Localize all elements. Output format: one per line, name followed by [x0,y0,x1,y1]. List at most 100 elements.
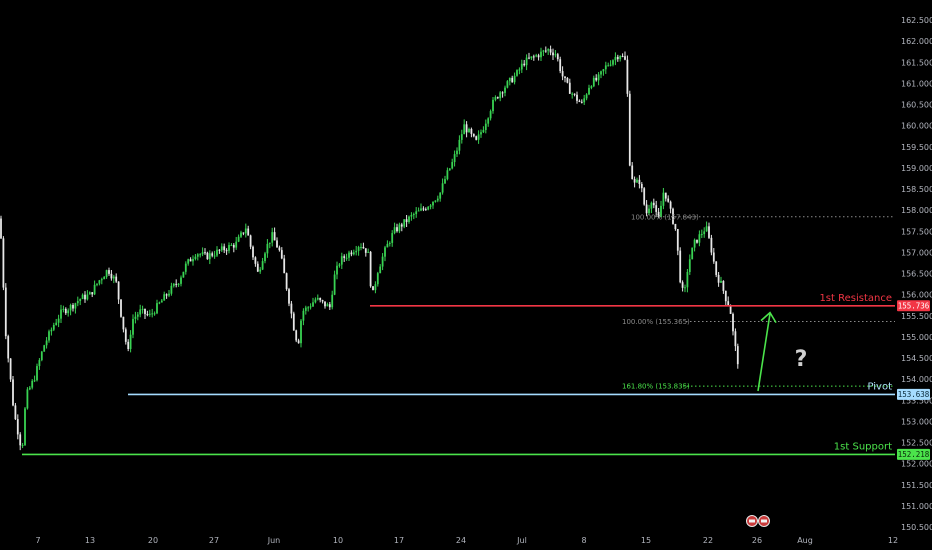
projection-arrow-shaft [757,313,771,392]
x-tick-label: 27 [209,536,219,545]
candle-body [400,224,403,227]
candle-body [554,54,557,56]
candle-body [403,219,406,227]
candle-body [72,304,74,309]
candle-body [492,99,494,112]
candle-body [374,284,377,291]
candle-body [117,281,120,300]
candle-body [228,245,230,251]
candle-body [578,100,581,102]
candle-body [122,316,125,330]
candle-body [650,202,653,209]
candle-body [688,259,691,273]
candle-body [453,154,456,163]
candle-body [79,299,82,302]
candle-body [153,313,156,315]
candle-body [652,202,655,206]
candle-body [187,259,190,264]
candle-body [302,310,305,321]
candle-body [612,60,614,65]
candle-body [480,132,482,135]
candle-body [156,303,158,314]
candle-body [660,205,662,218]
candle-body [600,71,602,75]
candle-body [254,257,257,264]
candle-body [415,211,418,215]
level-label: 1st Support [834,441,892,452]
candle-body [664,192,667,199]
candle-body [451,162,454,169]
candle-body [194,256,197,260]
candle-body [0,218,2,239]
y-tick-label: 152.000 [901,460,932,469]
candle-body [28,387,31,390]
candle-body [271,232,274,243]
candle-body [624,56,626,60]
candle-body [391,233,394,243]
candle-body [165,294,168,296]
x-tick-label: Aug [797,536,813,545]
candle-body [136,314,139,317]
candle-body [52,324,55,330]
candle-body [307,307,310,309]
candle-body [120,299,122,317]
candle-body [158,302,161,304]
x-tick-label: 17 [394,536,404,545]
candle-body [115,276,118,282]
candle-body [249,235,252,247]
candle-body [288,289,290,304]
candle-body [199,254,202,256]
candle-body [64,308,67,314]
candle-body [304,307,307,311]
candle-body [729,305,732,314]
candle-body [139,309,142,315]
candle-body [686,272,689,288]
candle-body [396,227,398,232]
candle-body [283,258,286,274]
candle-body [532,56,535,58]
candle-body [458,139,461,151]
candle-body [732,313,734,332]
candle-body [456,150,458,155]
candle-body [36,366,38,381]
candle-body [520,63,523,70]
y-tick-label: 162.000 [901,37,932,46]
candle-body [177,283,180,285]
candle-body [352,252,355,255]
candle-body [501,92,504,94]
candle-body [434,200,437,202]
candle-body [643,188,646,205]
candle-body [163,294,166,301]
candle-body [69,304,72,311]
candle-body [316,297,319,300]
candle-body [112,276,115,279]
candle-body [388,242,391,244]
candle-body [496,97,499,99]
candle-body [208,253,211,260]
candle-body [268,242,271,244]
candle-body [626,59,629,94]
candle-body [348,252,350,258]
projection-arrow-head [760,311,777,324]
candle-body [256,263,259,272]
x-tick-label: Jul [516,536,527,545]
candle-body [19,434,22,446]
x-tick-label: 20 [148,536,158,545]
candle-body [91,292,94,295]
candle-body [398,224,401,232]
candle-body [232,245,235,248]
candle-body [628,93,631,166]
candle-body [655,205,658,212]
candle-body [16,419,19,435]
candle-body [168,293,170,296]
candle-body [595,77,598,81]
candle-body [657,211,660,218]
y-tick-label: 153.500 [901,396,932,405]
candle-body [26,389,29,409]
candle-body [672,208,674,224]
candle-body [146,314,149,316]
candle-body [535,55,538,57]
level-label: 1st Resistance [819,293,892,304]
candle-body [633,179,636,183]
candle-body [542,50,545,52]
